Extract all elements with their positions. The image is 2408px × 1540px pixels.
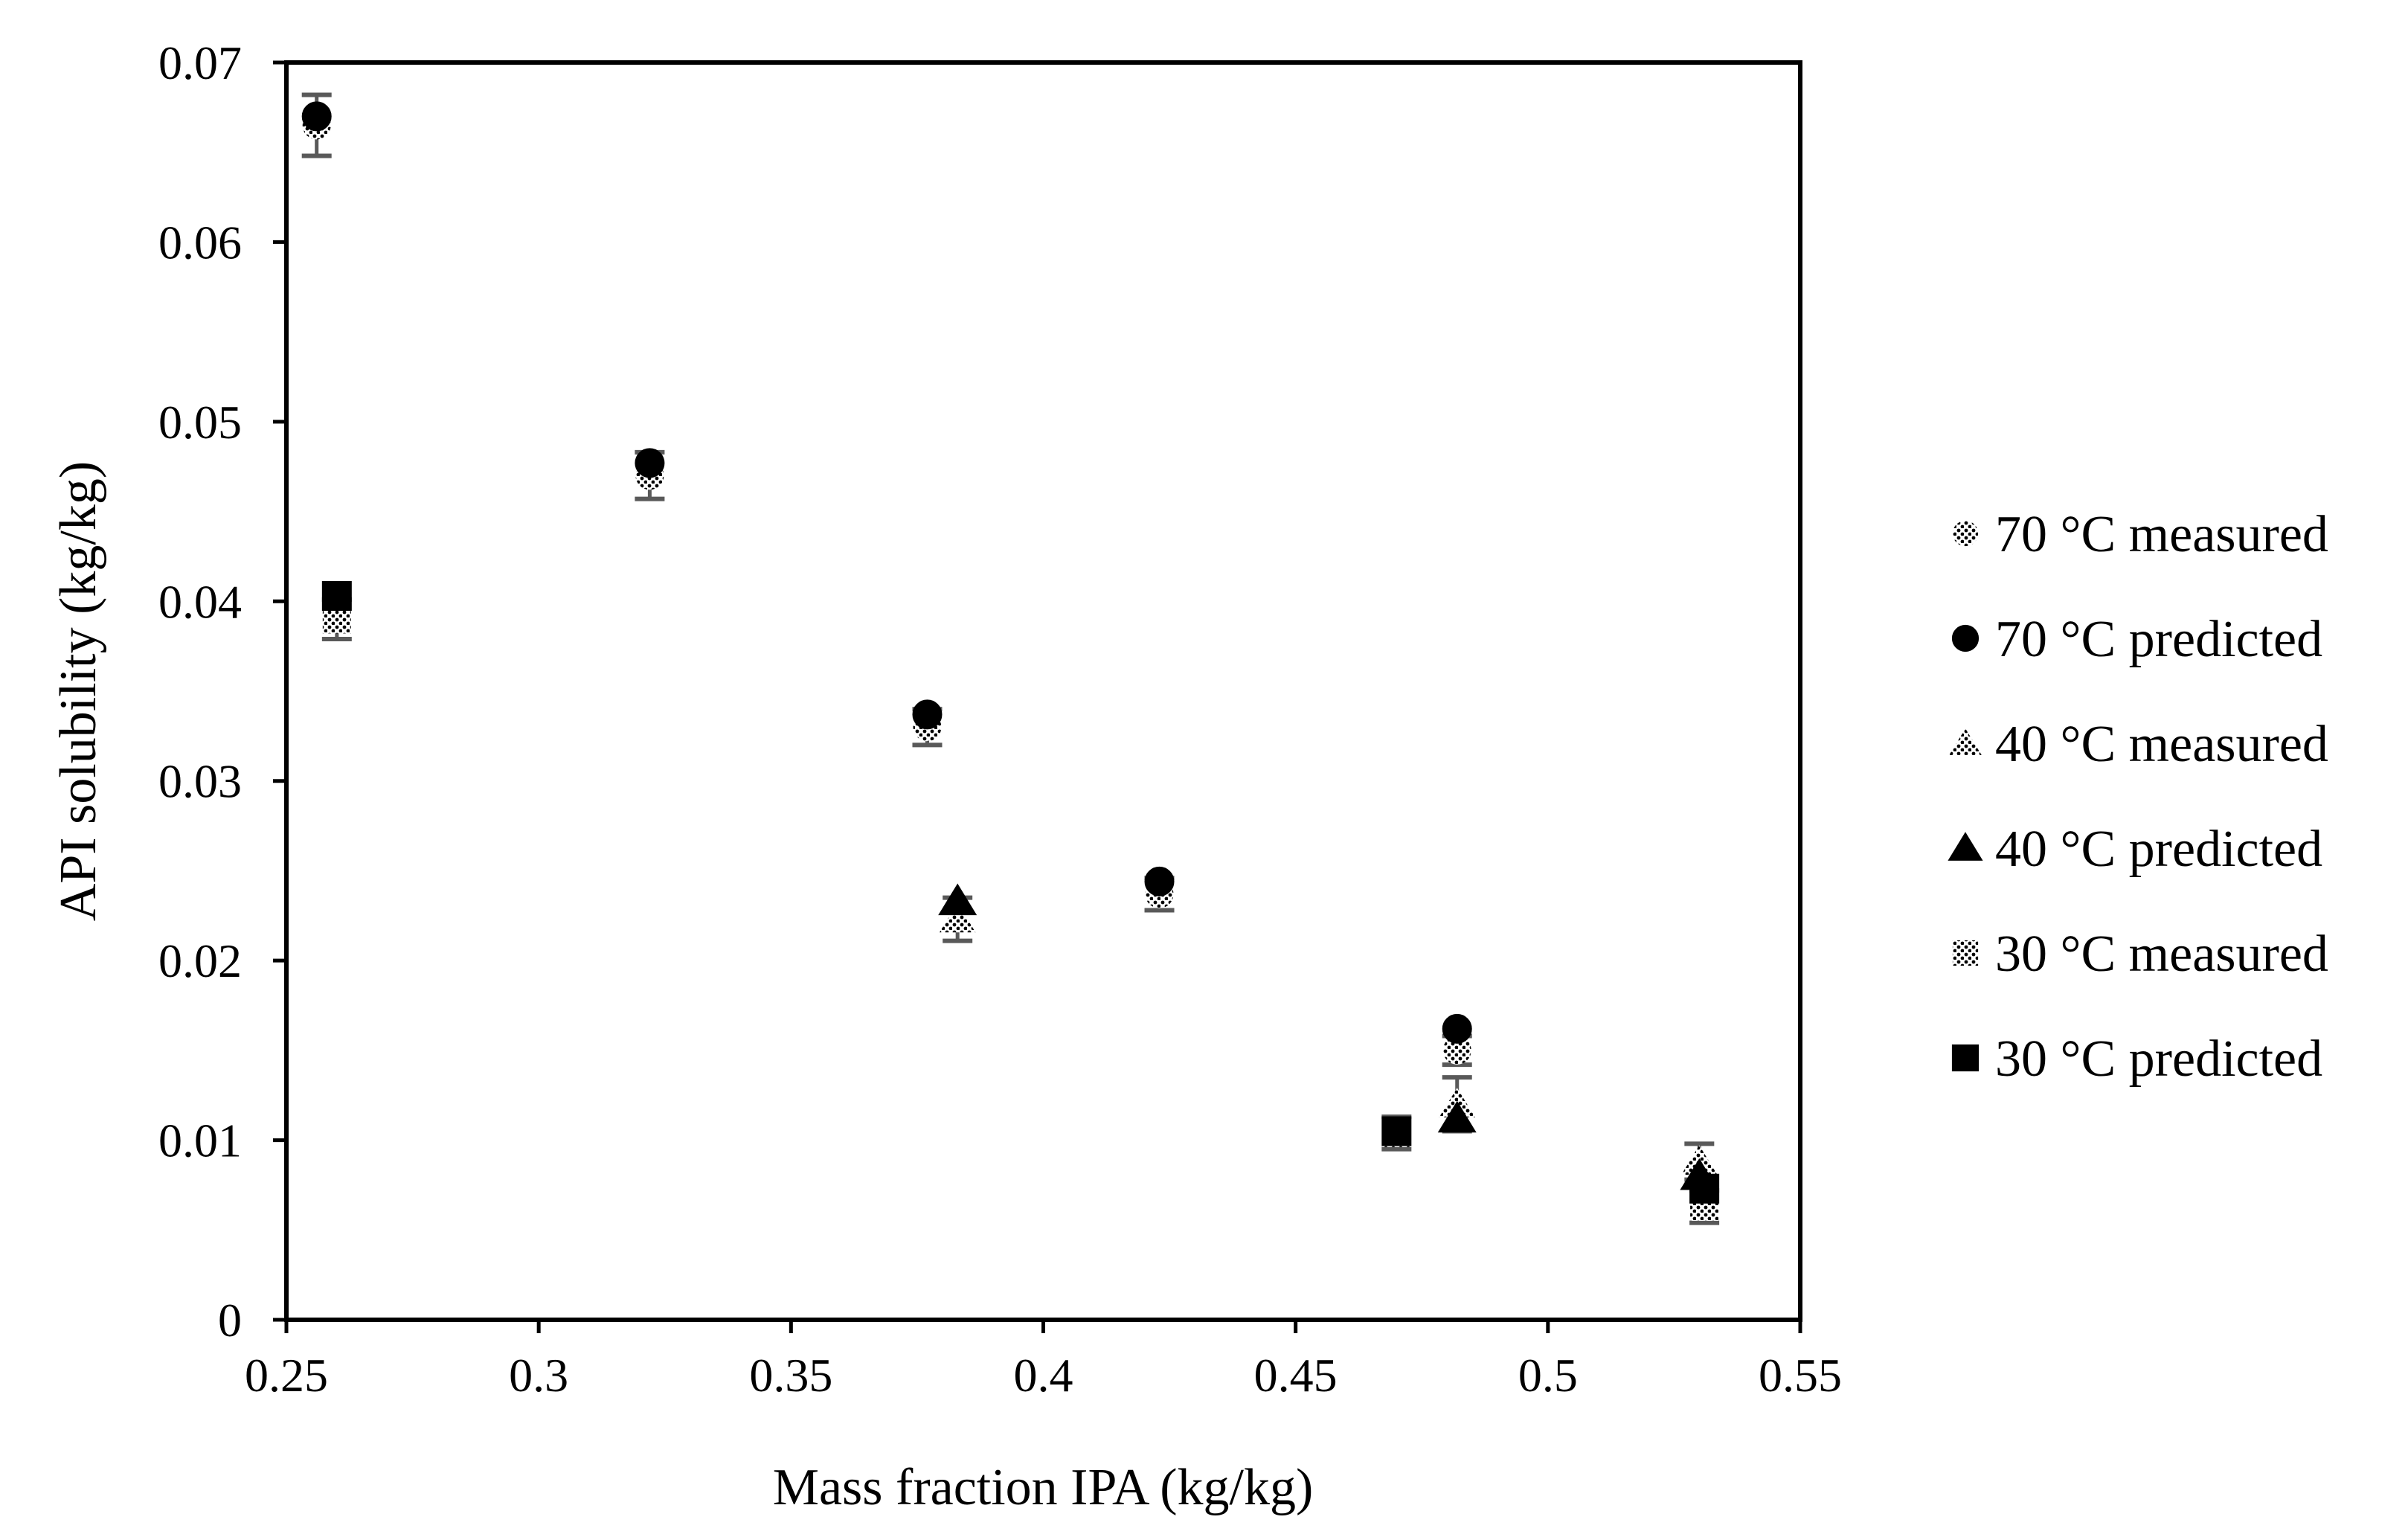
x-tick-label: 0.3 <box>509 1349 568 1402</box>
data-point <box>1437 1100 1477 1133</box>
legend-entry: 30 °C predicted <box>1951 1030 2322 1088</box>
y-axis-title: API solubility (kg/kg) <box>50 461 107 921</box>
x-tick-label: 0.55 <box>1759 1349 1842 1402</box>
x-axis-title: Mass fraction IPA (kg/kg) <box>773 1459 1314 1516</box>
data-point <box>635 448 665 478</box>
x-tick-label: 0.45 <box>1254 1349 1338 1402</box>
legend-entry: 30 °C measured <box>1952 925 2328 983</box>
legend-marker <box>1951 1044 1980 1072</box>
legend-marker <box>1952 940 1979 966</box>
legend-label: 30 °C predicted <box>1995 1030 2322 1088</box>
legend-label: 40 °C predicted <box>1995 821 2322 878</box>
plot-area-frame <box>284 60 1802 1322</box>
legend-label: 40 °C measured <box>1995 716 2328 773</box>
data-point <box>1442 1013 1472 1044</box>
legend-label: 70 °C measured <box>1995 506 2328 563</box>
legend-marker <box>1949 728 1982 755</box>
legend-entry: 40 °C measured <box>1949 716 2328 773</box>
y-tick-label: 0.03 <box>158 755 242 808</box>
x-tick-label: 0.4 <box>1014 1349 1073 1402</box>
data-point <box>1442 1036 1471 1065</box>
x-tick-label: 0.5 <box>1518 1349 1578 1402</box>
data-markers <box>301 101 1720 1221</box>
axes: 0.25 0.3 0.35 0.4 0.45 0.5 0.55 0 0.01 0.02 0.03 0.… <box>158 36 1842 1402</box>
data-point <box>938 883 977 916</box>
error-bars <box>301 92 1720 1225</box>
data-point <box>321 581 352 612</box>
legend-marker <box>1951 624 1980 652</box>
data-point <box>301 101 332 132</box>
y-tick-label: 0.04 <box>158 575 242 628</box>
data-point <box>1381 1116 1412 1146</box>
y-tick-label: 0.07 <box>158 36 242 89</box>
data-point <box>1689 1173 1720 1204</box>
legend-label: 30 °C measured <box>1995 925 2328 983</box>
data-point <box>912 699 943 730</box>
legend-entry: 70 °C measured <box>1952 506 2328 563</box>
y-tick-label: 0.06 <box>158 216 242 269</box>
legend-entry: 40 °C predicted <box>1948 821 2322 878</box>
x-tick-label: 0.35 <box>749 1349 832 1402</box>
y-tick-label: 0.02 <box>158 934 242 987</box>
y-tick-label: 0 <box>218 1294 242 1347</box>
legend-marker <box>1948 832 1983 861</box>
legend-entry: 70 °C predicted <box>1951 611 2322 668</box>
data-point <box>939 902 976 933</box>
data-point <box>1144 866 1175 896</box>
x-tick-label: 0.25 <box>245 1349 328 1402</box>
legend-label: 70 °C predicted <box>1995 611 2322 668</box>
y-tick-label: 0.05 <box>158 396 242 449</box>
y-tick-label: 0.01 <box>158 1114 242 1167</box>
legend: 70 °C measured 70 °C predicted 40 °C measu… <box>1948 506 2328 1088</box>
legend-marker <box>1952 520 1979 547</box>
